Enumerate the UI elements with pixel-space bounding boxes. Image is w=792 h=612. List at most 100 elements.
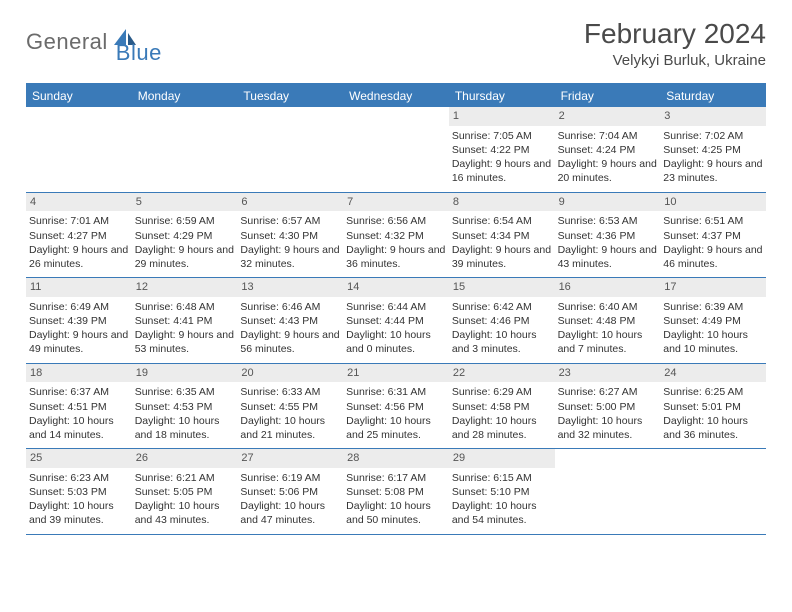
day-number: 17 [660,278,766,297]
sunset-line: Sunset: 4:25 PM [663,143,763,157]
day-cell: 6Sunrise: 6:57 AMSunset: 4:30 PMDaylight… [237,193,343,278]
sunset-line: Sunset: 4:27 PM [29,229,129,243]
daylight-line: Daylight: 9 hours and 56 minutes. [240,328,340,356]
daylight-line: Daylight: 10 hours and 0 minutes. [346,328,446,356]
sunset-line: Sunset: 4:55 PM [240,400,340,414]
day-cell: 29Sunrise: 6:15 AMSunset: 5:10 PMDayligh… [449,449,555,534]
daylight-line: Daylight: 9 hours and 32 minutes. [240,243,340,271]
daylight-line: Daylight: 10 hours and 36 minutes. [663,414,763,442]
day-number: 2 [555,107,661,126]
day-cell: 1Sunrise: 7:05 AMSunset: 4:22 PMDaylight… [449,107,555,192]
day-number: 14 [343,278,449,297]
day-number: 28 [343,449,449,468]
day-cell: 16Sunrise: 6:40 AMSunset: 4:48 PMDayligh… [555,278,661,363]
day-number [237,107,343,126]
empty-day-cell [555,449,661,534]
daylight-line: Daylight: 10 hours and 21 minutes. [240,414,340,442]
sunset-line: Sunset: 5:06 PM [240,485,340,499]
day-number [132,107,238,126]
daylight-line: Daylight: 10 hours and 47 minutes. [240,499,340,527]
day-number: 23 [555,364,661,383]
sunset-line: Sunset: 4:30 PM [240,229,340,243]
sunset-line: Sunset: 5:05 PM [135,485,235,499]
day-number: 15 [449,278,555,297]
sunset-line: Sunset: 4:46 PM [452,314,552,328]
sunset-line: Sunset: 4:34 PM [452,229,552,243]
daylight-line: Daylight: 9 hours and 20 minutes. [558,157,658,185]
day-number: 19 [132,364,238,383]
daylight-line: Daylight: 10 hours and 54 minutes. [452,499,552,527]
sunrise-line: Sunrise: 6:59 AM [135,214,235,228]
day-number: 18 [26,364,132,383]
weekday-header: Monday [132,85,238,107]
day-cell: 25Sunrise: 6:23 AMSunset: 5:03 PMDayligh… [26,449,132,534]
daylight-line: Daylight: 9 hours and 29 minutes. [135,243,235,271]
day-number: 13 [237,278,343,297]
day-cell: 18Sunrise: 6:37 AMSunset: 4:51 PMDayligh… [26,364,132,449]
daylight-line: Daylight: 10 hours and 43 minutes. [135,499,235,527]
sunrise-line: Sunrise: 6:42 AM [452,300,552,314]
day-number [555,449,661,468]
day-number: 4 [26,193,132,212]
sunrise-line: Sunrise: 6:40 AM [558,300,658,314]
sunrise-line: Sunrise: 7:01 AM [29,214,129,228]
calendar: SundayMondayTuesdayWednesdayThursdayFrid… [26,83,766,535]
sunset-line: Sunset: 4:41 PM [135,314,235,328]
sunset-line: Sunset: 4:51 PM [29,400,129,414]
sunset-line: Sunset: 4:58 PM [452,400,552,414]
sunrise-line: Sunrise: 6:31 AM [346,385,446,399]
sunset-line: Sunset: 4:22 PM [452,143,552,157]
sunset-line: Sunset: 4:49 PM [663,314,763,328]
day-number: 29 [449,449,555,468]
day-cell: 12Sunrise: 6:48 AMSunset: 4:41 PMDayligh… [132,278,238,363]
day-number: 5 [132,193,238,212]
week-row: 1Sunrise: 7:05 AMSunset: 4:22 PMDaylight… [26,107,766,193]
sunrise-line: Sunrise: 6:19 AM [240,471,340,485]
sunrise-line: Sunrise: 6:54 AM [452,214,552,228]
day-number: 25 [26,449,132,468]
daylight-line: Daylight: 10 hours and 32 minutes. [558,414,658,442]
sunrise-line: Sunrise: 6:25 AM [663,385,763,399]
sunset-line: Sunset: 4:56 PM [346,400,446,414]
daylight-line: Daylight: 9 hours and 49 minutes. [29,328,129,356]
empty-day-cell [660,449,766,534]
daylight-line: Daylight: 10 hours and 50 minutes. [346,499,446,527]
sunrise-line: Sunrise: 7:02 AM [663,129,763,143]
logo: General Blue [26,18,162,66]
daylight-line: Daylight: 10 hours and 7 minutes. [558,328,658,356]
weekday-header: Saturday [660,85,766,107]
daylight-line: Daylight: 9 hours and 16 minutes. [452,157,552,185]
day-cell: 15Sunrise: 6:42 AMSunset: 4:46 PMDayligh… [449,278,555,363]
weekday-header: Thursday [449,85,555,107]
day-cell: 23Sunrise: 6:27 AMSunset: 5:00 PMDayligh… [555,364,661,449]
day-cell: 13Sunrise: 6:46 AMSunset: 4:43 PMDayligh… [237,278,343,363]
empty-day-cell [343,107,449,192]
day-cell: 21Sunrise: 6:31 AMSunset: 4:56 PMDayligh… [343,364,449,449]
sunrise-line: Sunrise: 6:46 AM [240,300,340,314]
sunrise-line: Sunrise: 6:35 AM [135,385,235,399]
day-cell: 24 Sunrise: 6:25 AMSunset: 5:01 PMDayligh… [660,364,766,449]
daylight-line: Daylight: 10 hours and 28 minutes. [452,414,552,442]
sunrise-line: Sunrise: 6:23 AM [29,471,129,485]
title-block: February 2024 Velykyi Burluk, Ukraine [584,18,766,69]
day-cell: 3Sunrise: 7:02 AMSunset: 4:25 PMDaylight… [660,107,766,192]
sunset-line: Sunset: 4:24 PM [558,143,658,157]
day-number: 24 [660,364,766,383]
day-number: 6 [237,193,343,212]
sunrise-line: Sunrise: 6:48 AM [135,300,235,314]
day-cell: 9Sunrise: 6:53 AMSunset: 4:36 PMDaylight… [555,193,661,278]
daylight-line: Daylight: 9 hours and 23 minutes. [663,157,763,185]
sunset-line: Sunset: 4:48 PM [558,314,658,328]
sunrise-line: Sunrise: 6:44 AM [346,300,446,314]
daylight-line: Daylight: 9 hours and 43 minutes. [558,243,658,271]
sunset-line: Sunset: 4:32 PM [346,229,446,243]
sunrise-line: Sunrise: 6:29 AM [452,385,552,399]
day-number: 22 [449,364,555,383]
day-cell: 11Sunrise: 6:49 AMSunset: 4:39 PMDayligh… [26,278,132,363]
sunset-line: Sunset: 5:08 PM [346,485,446,499]
location: Velykyi Burluk, Ukraine [584,52,766,69]
day-number [660,449,766,468]
sunset-line: Sunset: 4:37 PM [663,229,763,243]
daylight-line: Daylight: 10 hours and 10 minutes. [663,328,763,356]
sunset-line: Sunset: 5:01 PM [663,400,763,414]
